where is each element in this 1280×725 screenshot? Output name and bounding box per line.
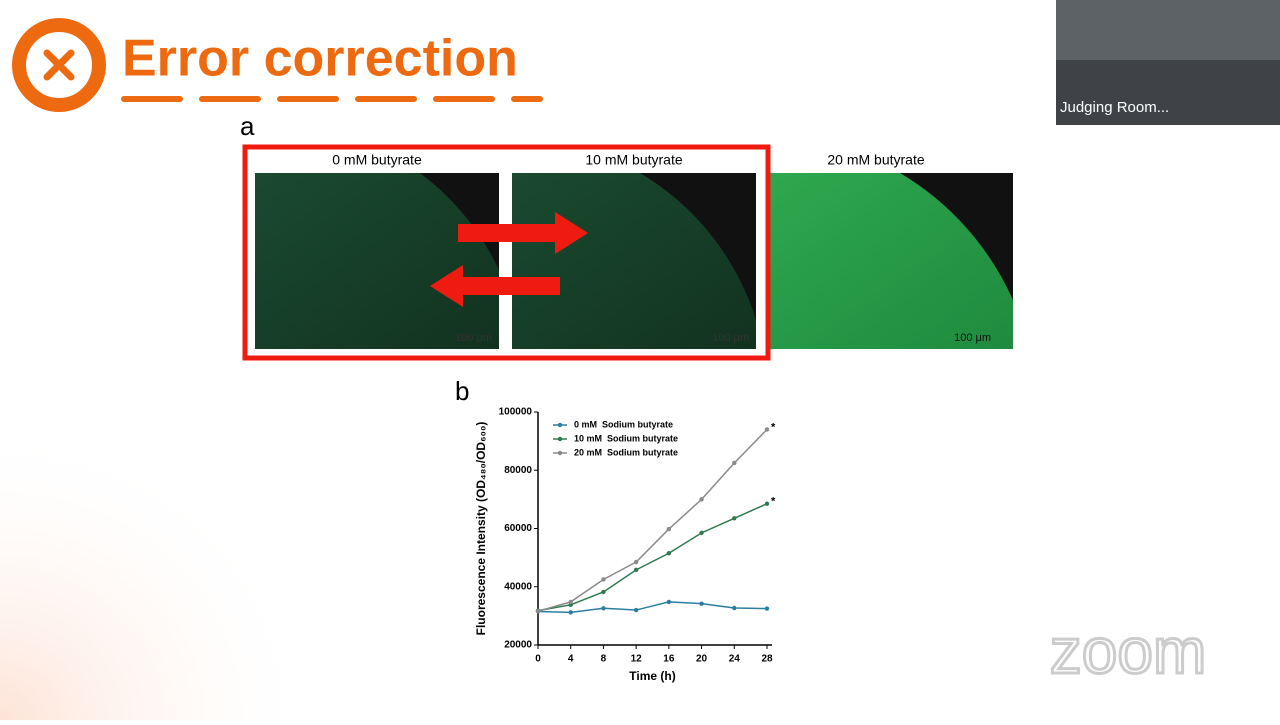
images xyxy=(255,173,1013,349)
video-room xyxy=(1056,60,1280,125)
image-label: 10 mM butyrate xyxy=(585,152,682,168)
point xyxy=(601,577,606,582)
scale-label: 100 μm xyxy=(954,332,991,344)
x-tick-label: 16 xyxy=(663,654,675,665)
point xyxy=(568,610,573,615)
legend-label: 10 mM Sodium butyrate xyxy=(574,433,678,443)
y-tick-label: 80000 xyxy=(504,465,532,476)
x-tick-label: 24 xyxy=(729,654,741,665)
scale-label: 100 μm xyxy=(712,332,749,344)
point xyxy=(633,567,639,573)
panel-label: a xyxy=(240,111,255,141)
micrograph-edge xyxy=(900,173,1013,300)
annotation: * xyxy=(771,421,776,433)
error-icon xyxy=(12,18,106,112)
legend-marker xyxy=(557,422,563,428)
error-icon-cross xyxy=(43,49,75,81)
point xyxy=(699,497,704,502)
image-label: 0 mM butyrate xyxy=(332,152,422,168)
annotation: * xyxy=(771,496,776,508)
x-tick-label: 20 xyxy=(696,654,708,665)
x-tick-label: 12 xyxy=(631,654,643,665)
series-line xyxy=(537,601,768,614)
series-line xyxy=(537,503,768,612)
watermark: zoom xyxy=(1050,615,1207,687)
image-label: 20 mM butyrate xyxy=(827,152,924,168)
point xyxy=(601,589,606,595)
point xyxy=(764,606,770,611)
micrograph-edge xyxy=(420,173,499,270)
legend-marker xyxy=(557,450,563,456)
point xyxy=(732,516,737,521)
point xyxy=(601,606,606,611)
y-tick-label: 60000 xyxy=(504,523,532,534)
y-axis-label: Fluorescence Intensity (OD₄₈₀/OD₆₀₀) xyxy=(474,422,488,636)
title: Error correction xyxy=(122,30,518,88)
point xyxy=(666,551,672,556)
y-tick-label: 40000 xyxy=(504,581,532,592)
series-line xyxy=(537,428,768,612)
point xyxy=(732,605,737,611)
point xyxy=(666,526,672,532)
x-tick-label: 0 xyxy=(535,654,541,665)
point xyxy=(666,599,672,605)
legend-marker xyxy=(557,436,563,442)
point xyxy=(699,601,704,606)
legend-label: 0 mM Sodium butyrate xyxy=(574,419,673,429)
panel-label: b xyxy=(455,376,469,406)
scale-label: 100 μm xyxy=(455,332,492,344)
y-tick-label: 20000 xyxy=(504,640,532,651)
legend-label: 20 mM Sodium butyrate xyxy=(574,447,678,457)
x-axis-label: Time (h) xyxy=(629,669,675,683)
background-glow xyxy=(0,420,320,720)
x-tick-label: 4 xyxy=(568,654,574,665)
point xyxy=(764,427,770,432)
video-label: Judging Room... xyxy=(1060,99,1169,116)
point xyxy=(633,559,639,565)
point xyxy=(764,501,770,506)
x-tick-label: 8 xyxy=(601,654,607,665)
point xyxy=(535,609,541,614)
y-tick-label: 100000 xyxy=(499,407,533,418)
highlight-box xyxy=(242,144,771,361)
arrow-right xyxy=(458,212,588,254)
point xyxy=(633,607,639,613)
point xyxy=(732,460,737,466)
x-tick-label: 28 xyxy=(761,654,773,665)
point xyxy=(568,599,573,605)
micrograph-edge xyxy=(640,173,756,320)
point xyxy=(699,530,704,536)
arrow-left xyxy=(430,265,560,307)
